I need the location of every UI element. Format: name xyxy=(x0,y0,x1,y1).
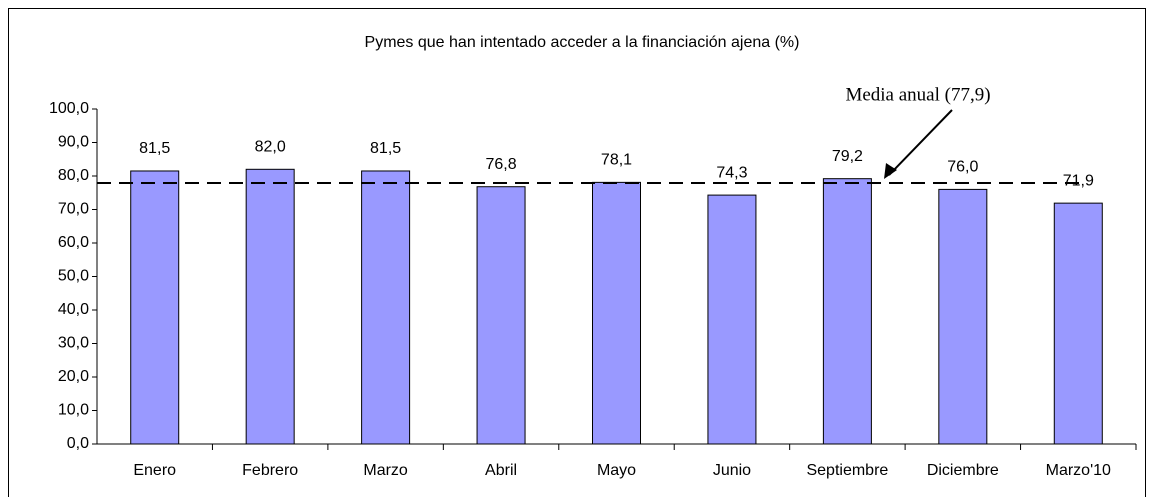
value-label: 81,5 xyxy=(139,140,170,157)
y-tick-label: 30,0 xyxy=(58,335,89,352)
bar xyxy=(130,170,180,445)
value-label: 78,1 xyxy=(601,152,632,169)
value-label: 76,8 xyxy=(485,156,516,173)
arrow-head xyxy=(884,163,897,180)
y-tick-label: 0,0 xyxy=(67,435,89,452)
annotation-arrow xyxy=(888,109,953,176)
bar xyxy=(938,188,988,445)
bar xyxy=(245,168,295,445)
bar xyxy=(707,194,757,445)
bar xyxy=(1053,202,1103,445)
value-label: 81,5 xyxy=(370,140,401,157)
annotation: Media anual (77,9) xyxy=(845,84,990,105)
x-tick-label: Marzo xyxy=(363,462,408,479)
chart-frame xyxy=(8,8,1146,497)
y-tick-label: 40,0 xyxy=(58,301,89,318)
x-tick-label: Abril xyxy=(485,462,517,479)
y-tick-label: 10,0 xyxy=(58,402,89,419)
x-tick-label: Febrero xyxy=(242,462,298,479)
bar xyxy=(476,186,526,445)
x-tick-label: Marzo'10 xyxy=(1046,462,1111,479)
y-tick-label: 90,0 xyxy=(58,134,89,151)
y-tick-label: 100,0 xyxy=(49,100,89,117)
x-tick-label: Mayo xyxy=(597,462,636,479)
x-tick-label: Diciembre xyxy=(927,462,999,479)
bar xyxy=(361,170,411,445)
x-tick-label: Enero xyxy=(133,462,176,479)
value-label: 74,3 xyxy=(716,164,747,181)
x-tick-label: Junio xyxy=(713,462,751,479)
y-tick-label: 50,0 xyxy=(58,268,89,285)
value-label: 79,2 xyxy=(832,148,863,165)
y-tick-label: 20,0 xyxy=(58,368,89,385)
chart-title: Pymes que han intentado acceder a la fin… xyxy=(365,34,800,51)
y-tick-label: 80,0 xyxy=(58,167,89,184)
y-tick-label: 60,0 xyxy=(58,234,89,251)
value-label: 71,9 xyxy=(1063,172,1094,189)
value-label: 76,0 xyxy=(947,159,978,176)
bar xyxy=(822,178,872,445)
value-label: 82,0 xyxy=(255,139,286,156)
x-tick-label: Septiembre xyxy=(806,462,888,479)
y-tick-label: 70,0 xyxy=(58,201,89,218)
bar xyxy=(592,181,641,445)
